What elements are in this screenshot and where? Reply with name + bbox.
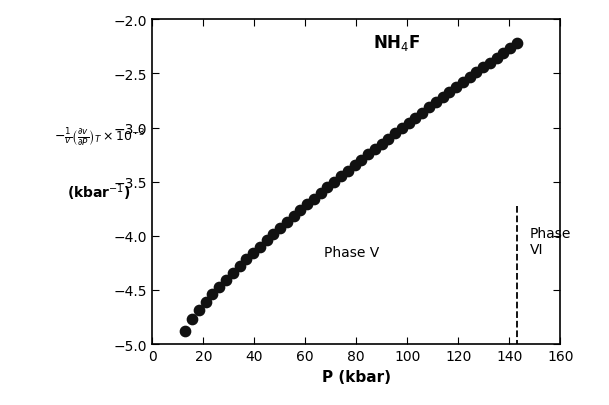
Point	[499, 50, 509, 57]
Point	[302, 202, 312, 208]
Point	[241, 256, 251, 263]
Point	[323, 185, 333, 191]
Point	[343, 168, 353, 175]
Point	[512, 41, 522, 47]
X-axis label: P (kbar): P (kbar)	[322, 369, 391, 384]
Point	[431, 100, 440, 107]
Text: NH$_4$F: NH$_4$F	[373, 33, 421, 53]
Point	[194, 307, 204, 314]
Text: Phase V: Phase V	[323, 245, 379, 260]
Point	[458, 80, 468, 86]
Point	[316, 190, 326, 197]
Point	[295, 207, 305, 214]
Point	[390, 131, 400, 137]
Point	[404, 120, 414, 127]
Text: Phase
VI: Phase VI	[530, 226, 571, 257]
Point	[336, 173, 346, 180]
Point	[397, 126, 407, 132]
Point	[356, 157, 366, 164]
Point	[384, 136, 393, 143]
Point	[478, 65, 488, 72]
Point	[424, 105, 434, 111]
Text: (kbar$^{-1}$): (kbar$^{-1}$)	[66, 182, 130, 202]
Point	[282, 219, 292, 226]
Point	[471, 70, 481, 77]
Point	[350, 162, 359, 169]
Point	[505, 46, 515, 52]
Point	[269, 231, 278, 238]
Point	[188, 316, 197, 323]
Point	[221, 277, 231, 283]
Point	[255, 244, 265, 250]
Point	[465, 75, 474, 81]
Point	[417, 110, 427, 117]
Point	[438, 95, 448, 101]
Point	[275, 225, 285, 232]
Point	[289, 213, 298, 220]
Point	[363, 152, 373, 158]
Point	[485, 60, 495, 67]
Point	[228, 270, 238, 276]
Text: $-\frac{1}{v}\left(\frac{\partial v}{\partial P}\right)_T \times 10^{-3}$: $-\frac{1}{v}\left(\frac{\partial v}{\pa…	[54, 126, 146, 148]
Point	[377, 141, 387, 148]
Point	[214, 284, 224, 290]
Point	[208, 291, 217, 298]
Point	[451, 85, 461, 91]
Point	[262, 237, 272, 244]
Point	[491, 55, 501, 62]
Point	[410, 115, 420, 122]
Point	[201, 299, 211, 305]
Point	[309, 196, 319, 202]
Point	[329, 179, 339, 185]
Point	[234, 263, 244, 270]
Point	[370, 147, 380, 153]
Point	[445, 90, 454, 96]
Point	[248, 250, 258, 256]
Point	[180, 328, 190, 335]
